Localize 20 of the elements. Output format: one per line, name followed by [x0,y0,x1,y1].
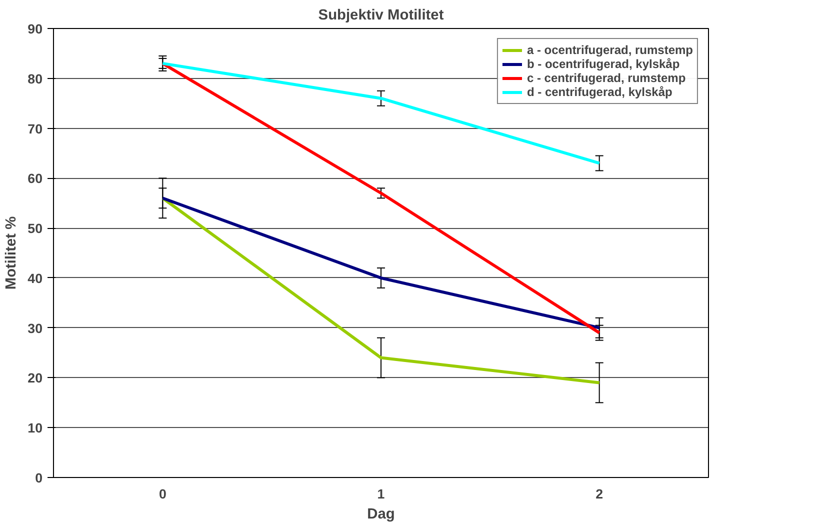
x-tick-label: 2 [596,486,604,502]
chart-title: Subjektiv Motilitet [318,8,444,24]
x-axis-title: Dag [367,506,395,522]
y-tick-label: 90 [28,22,43,36]
y-tick-label: 60 [28,171,43,186]
y-tick-label: 0 [35,470,43,486]
x-tick-label: 1 [377,486,386,502]
legend-label: d - centrifugerad, kylskåp [526,85,672,99]
y-tick-label: 30 [28,320,43,336]
y-tick-label: 50 [28,221,43,236]
legend-label: b - ocentrifugerad, kylskåp [526,57,680,71]
y-tick-label: 40 [28,270,43,286]
y-tick-label: 10 [28,420,43,436]
y-tick-label: 20 [28,370,43,386]
legend-label: c - centrifugerad, rumstemp [526,71,686,85]
y-tick-label: 80 [28,71,43,86]
y-axis-title: Motilitet % [4,216,20,290]
y-tick-label: 70 [28,121,43,136]
x-tick-label: 0 [158,486,166,502]
legend-label: a - ocentrifugerad, rumstemp [526,43,693,57]
